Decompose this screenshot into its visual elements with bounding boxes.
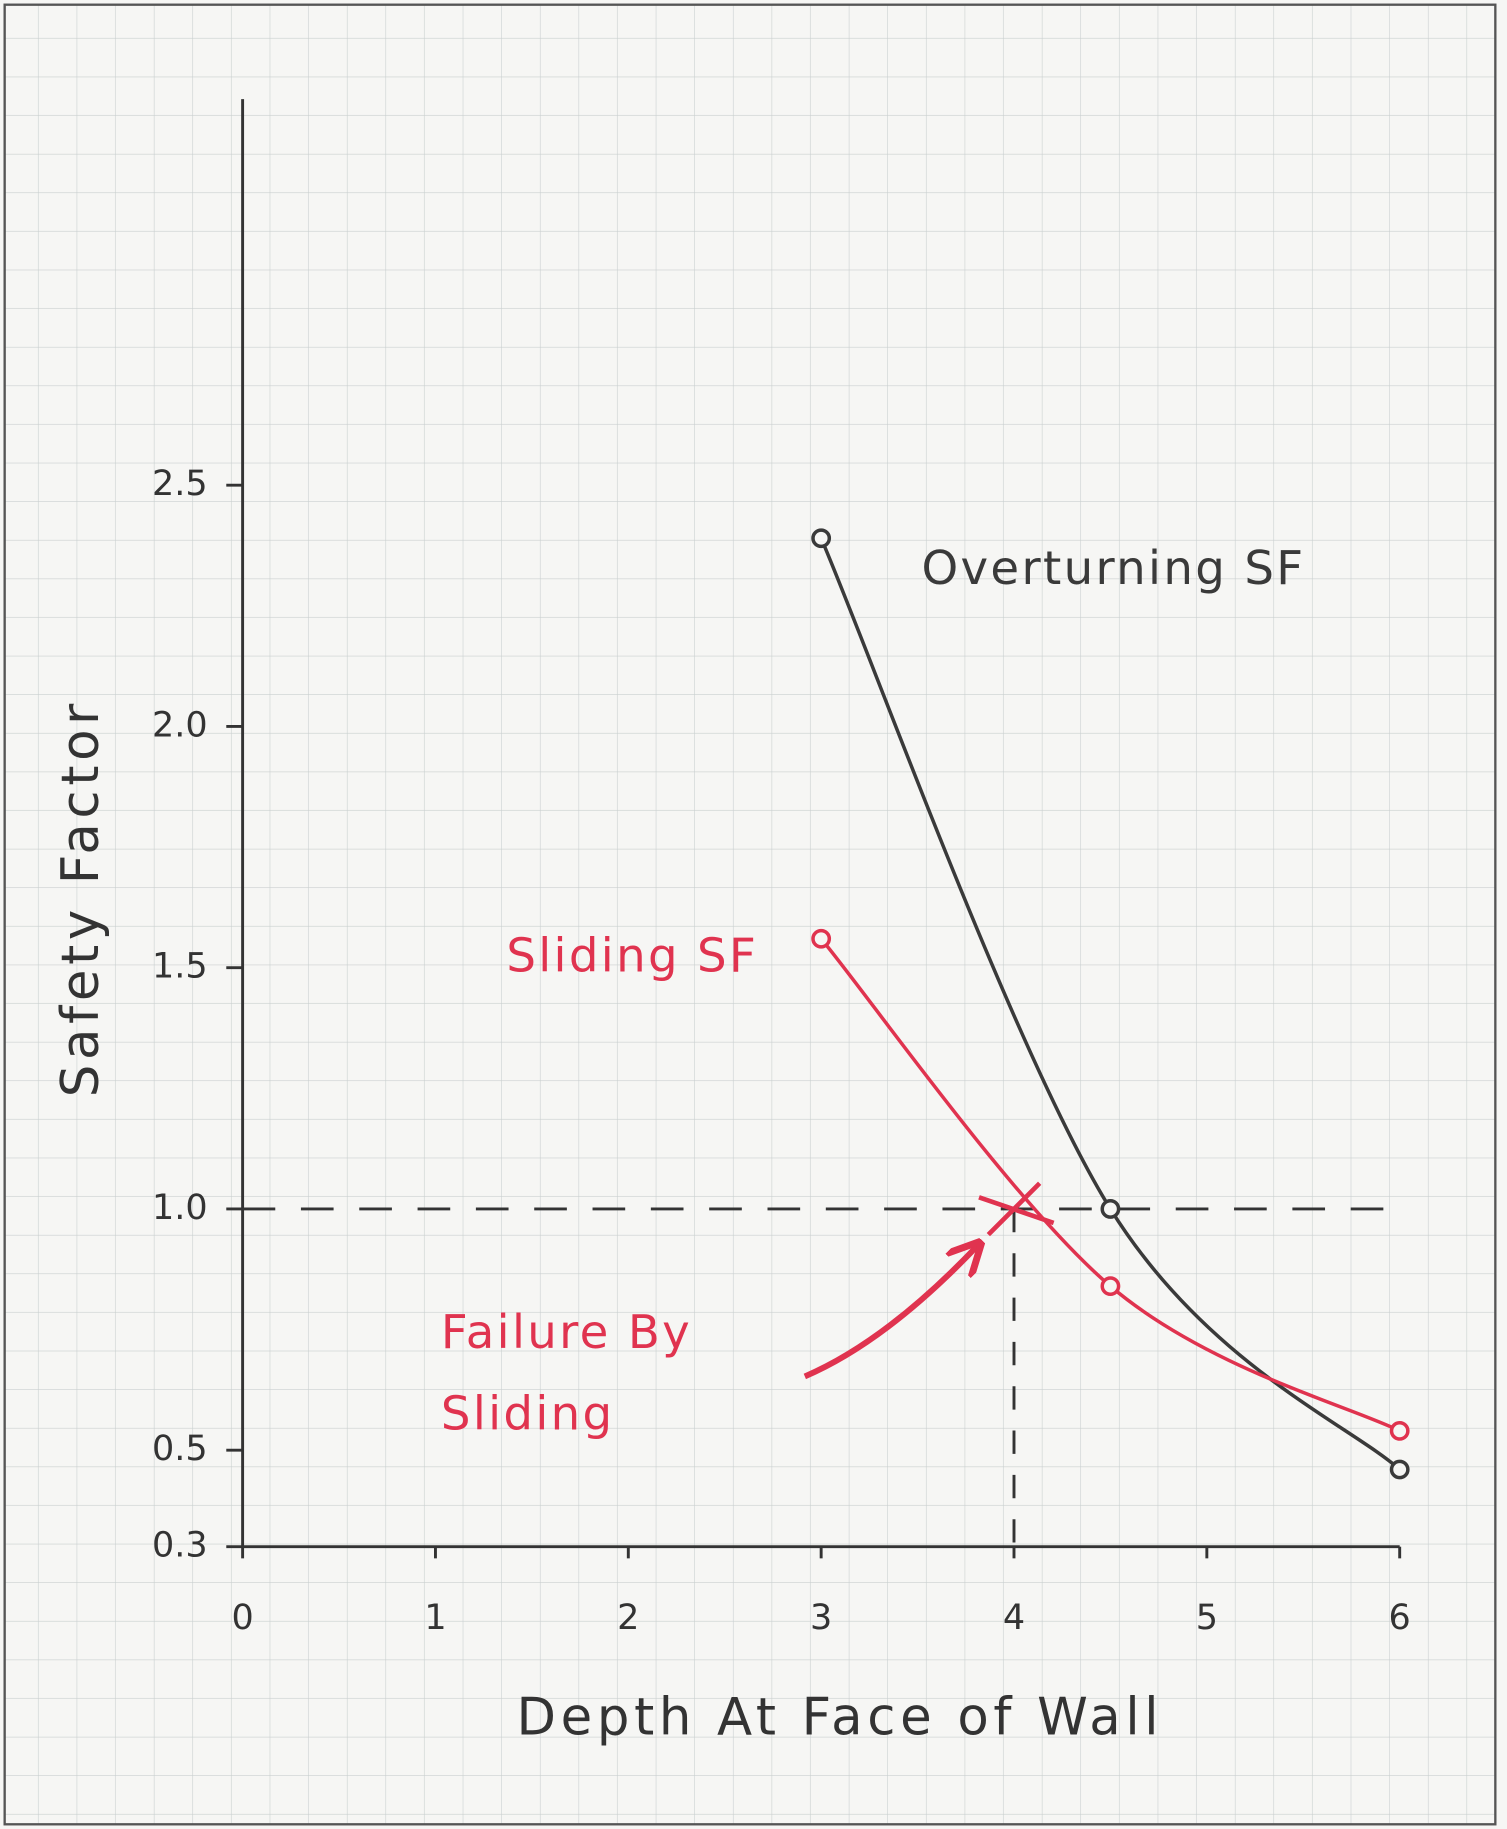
x-tick-label: 1 — [424, 1598, 446, 1638]
x-axis-title: Depth At Face of Wall — [516, 1687, 1163, 1747]
failure-marker — [978, 1181, 1055, 1237]
y-tick-label: 1.0 — [152, 1188, 208, 1228]
x-tick-label: 0 — [231, 1598, 253, 1638]
series-line — [819, 537, 1401, 1471]
x-tick-label: 3 — [810, 1598, 832, 1638]
x-tick-label: 6 — [1389, 1598, 1411, 1638]
y-tick-label: 1.5 — [152, 947, 208, 987]
y-tick-label: 0.3 — [152, 1526, 208, 1566]
x-tick-label: 2 — [617, 1598, 639, 1638]
point — [1100, 1276, 1121, 1297]
point — [1389, 1459, 1410, 1480]
point — [1100, 1199, 1121, 1219]
y-tick-label: 2.5 — [152, 464, 208, 504]
x-tick-label: 5 — [1196, 1598, 1218, 1638]
annotation-arrow — [803, 1246, 978, 1380]
x-tick-label: 4 — [1003, 1598, 1025, 1638]
point — [1389, 1420, 1410, 1441]
point — [811, 928, 832, 949]
series-label: Overturning SF — [921, 542, 1305, 596]
annotation: Failure By — [441, 1306, 692, 1360]
point — [811, 528, 832, 549]
y-tick-label: 2.0 — [152, 705, 208, 745]
y-axis-title: Safety Factor — [51, 699, 111, 1097]
series-label: Sliding SF — [506, 929, 758, 983]
paper-grid — [3, 3, 1497, 1826]
annotation: Sliding — [441, 1388, 615, 1442]
y-tick-label: 0.5 — [152, 1429, 208, 1469]
